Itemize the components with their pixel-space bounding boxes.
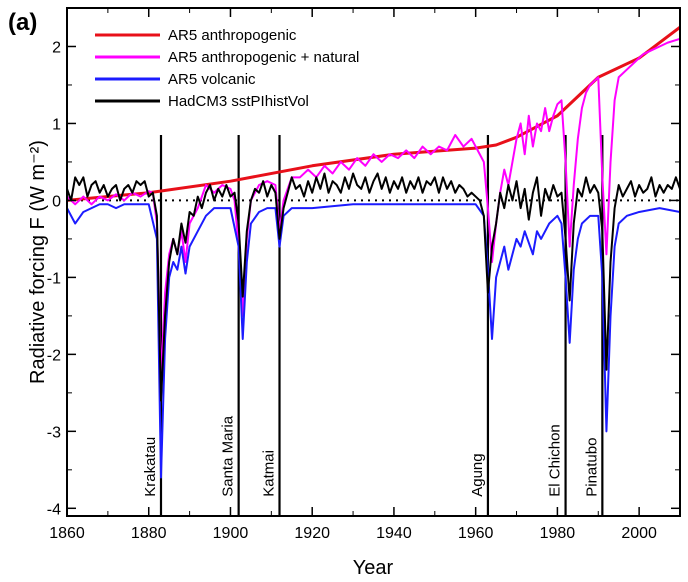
legend-entry: AR5 anthropogenic + natural xyxy=(168,49,359,66)
x-tick-label: 1920 xyxy=(294,525,330,542)
x-tick-label: 2000 xyxy=(621,525,657,542)
panel-label: (a) xyxy=(8,9,37,36)
y-axis-title: Radiative forcing F (W m⁻²) xyxy=(27,140,49,384)
legend-entry: AR5 anthropogenic xyxy=(168,27,297,44)
y-tick-label: -2 xyxy=(47,347,61,364)
legend-entry: AR5 volcanic xyxy=(168,71,256,88)
eruption-label: Katmai xyxy=(261,450,278,497)
x-tick-label: 1960 xyxy=(458,525,494,542)
eruption-label: Krakatau xyxy=(142,437,159,497)
series-line-3 xyxy=(67,172,680,402)
eruption-label: Pinatubo xyxy=(583,438,600,497)
eruption-label: Agung xyxy=(469,453,486,496)
x-tick-label: 1940 xyxy=(376,525,412,542)
axis-ticks: 1860 1880 1900 1920 1940 1960 1980 2000 -4 -3 -2 -1… xyxy=(47,7,681,542)
y-tick-label: -3 xyxy=(47,424,61,441)
y-axis-title-group: Radiative forcing F (W m⁻²) xyxy=(27,140,49,384)
x-tick-label: 1980 xyxy=(540,525,576,542)
y-tick-label: -4 xyxy=(47,501,61,518)
legend: AR5 anthropogenic AR5 anthropogenic + nat… xyxy=(95,27,359,110)
x-tick-label: 1900 xyxy=(213,525,249,542)
eruption-label: El Chichon xyxy=(547,424,564,497)
legend-entry: HadCM3 sstPIhistVol xyxy=(168,93,309,110)
x-tick-label: 1860 xyxy=(49,525,85,542)
y-tick-label: -1 xyxy=(47,270,61,287)
series-line-2 xyxy=(67,203,680,479)
series-line-0 xyxy=(67,26,680,202)
plot-frame xyxy=(66,7,681,517)
x-tick-label: 1880 xyxy=(131,525,167,542)
series-layer xyxy=(67,26,680,479)
eruption-markers: Krakatau Santa Maria Katmai Agung El Chichon… xyxy=(142,135,604,516)
y-tick-label: 1 xyxy=(52,116,61,133)
y-tick-label: 2 xyxy=(52,39,61,56)
x-axis-title: Year xyxy=(353,557,394,579)
eruption-label: Santa Maria xyxy=(220,415,237,497)
y-tick-label: 0 xyxy=(52,193,61,210)
